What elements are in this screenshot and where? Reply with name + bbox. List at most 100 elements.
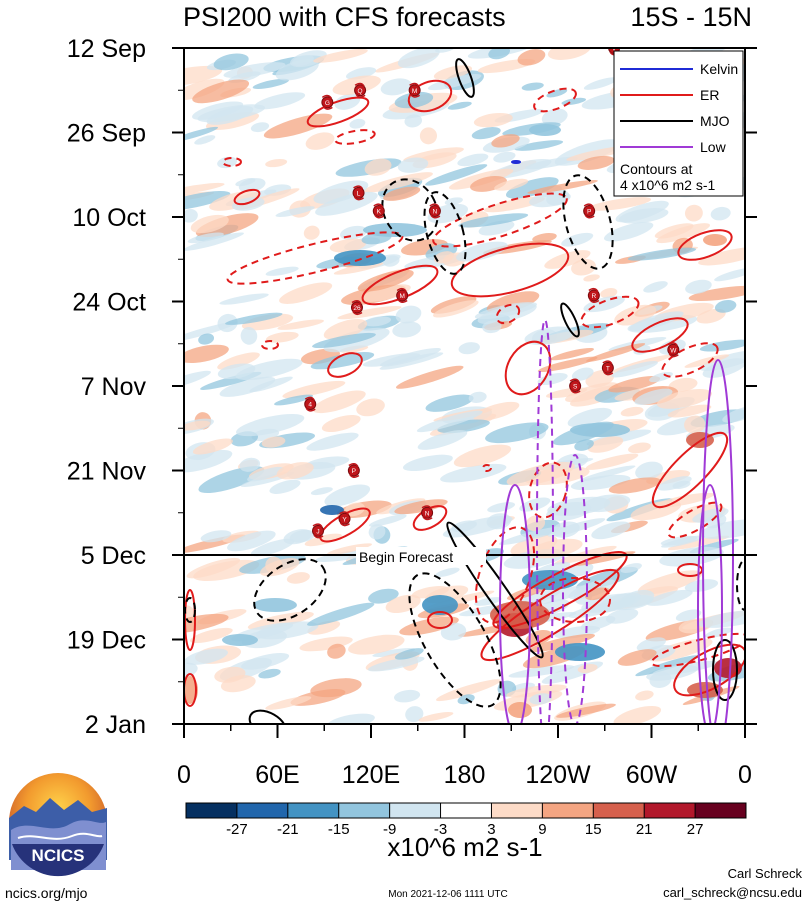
field-blob	[402, 454, 453, 472]
field-blob	[217, 363, 256, 380]
field-blob	[372, 648, 416, 658]
field-blob	[473, 112, 513, 128]
x-tick-label: 0	[177, 761, 191, 789]
storm-marker: M	[408, 82, 421, 98]
field-blob	[506, 461, 575, 487]
field-blob	[394, 689, 421, 703]
field-blob	[444, 197, 463, 206]
field-blob	[305, 132, 335, 150]
field-blob	[364, 172, 433, 193]
storm-marker: N	[421, 505, 434, 521]
x-tick-label: 60W	[626, 761, 678, 789]
field-blob	[684, 204, 703, 222]
storm-icon	[354, 84, 367, 97]
field-blob	[591, 521, 631, 540]
y-axis: 12 Sep 26 Sep 10 Oct 24 Oct 7 Nov 21 Nov 5 Dec…	[67, 35, 757, 739]
field-blob	[474, 597, 502, 606]
wave-contour	[631, 317, 689, 353]
x-tick-label: 0	[738, 761, 752, 789]
storm-icon	[428, 204, 441, 217]
field-blob	[307, 602, 375, 626]
storm-arm	[312, 523, 323, 528]
storm-icon	[396, 289, 409, 302]
y-tick-label: 2 Jan	[85, 711, 146, 739]
field-blob	[547, 48, 591, 60]
field-blob	[646, 589, 693, 606]
storm-icon	[667, 343, 680, 356]
storm-arm	[351, 300, 362, 304]
wave-contour	[677, 229, 733, 261]
wave-contour	[306, 96, 370, 128]
storm-marker: P	[347, 463, 360, 478]
field-blob	[506, 684, 567, 698]
field-blob	[411, 585, 450, 599]
storm-label: Q	[358, 88, 363, 95]
field-blob	[184, 209, 198, 223]
wave-contour	[222, 157, 242, 167]
storm-label: G	[325, 100, 330, 107]
field-blob	[425, 164, 488, 186]
field-blob	[722, 405, 745, 423]
storm-arm	[353, 196, 364, 201]
field-blob	[519, 497, 551, 512]
field-blob	[368, 524, 386, 540]
field-blob	[620, 406, 644, 417]
storm-arm	[355, 93, 366, 98]
field-blob	[312, 332, 376, 349]
field-blob	[482, 320, 502, 334]
storm-icon	[304, 398, 317, 411]
storm-marker: J	[312, 523, 325, 539]
y-tick-label: 19 Dec	[67, 627, 146, 655]
wave-contour	[482, 464, 492, 472]
wave-contour	[407, 79, 453, 113]
wave-contour	[562, 174, 614, 270]
storm-arm	[584, 214, 595, 219]
field-blob	[493, 151, 516, 163]
field-blob	[333, 262, 384, 275]
field-blob	[510, 535, 558, 557]
field-blob	[263, 113, 333, 139]
field-blob	[276, 462, 314, 480]
field-blob	[184, 613, 229, 634]
field-blob	[684, 354, 730, 368]
wave-contour	[381, 178, 439, 242]
field-blob	[525, 156, 578, 170]
field-blob	[399, 616, 459, 636]
field-blob	[184, 321, 238, 342]
field-blob	[198, 333, 215, 345]
field-core	[529, 124, 561, 136]
y-tick-label: 7 Nov	[81, 373, 147, 401]
x-tick-label: 120E	[342, 761, 400, 789]
wave-contour	[562, 454, 588, 724]
field-blob	[184, 78, 225, 101]
storm-label: 4	[308, 402, 312, 409]
field-blob	[600, 287, 618, 299]
field-blob	[468, 391, 487, 403]
field-blob	[392, 321, 421, 338]
field-blob	[546, 502, 592, 521]
storm-marker: 26	[350, 300, 363, 316]
field-core	[253, 598, 297, 612]
storm-icon	[408, 84, 421, 97]
field-core	[422, 595, 458, 615]
storm-arm	[569, 378, 580, 383]
field-blob	[672, 480, 691, 489]
field-blob	[634, 388, 673, 405]
storm-arm	[668, 353, 679, 358]
colorbar-swatch	[695, 803, 747, 818]
field-blob	[652, 661, 719, 676]
storm-arm	[353, 185, 364, 190]
field-blob	[710, 206, 731, 221]
y-tick-label: 21 Nov	[67, 458, 147, 486]
storm-marker: L	[352, 185, 365, 201]
field-blob	[585, 453, 639, 470]
field-blob	[603, 221, 654, 242]
legend-label: MJO	[700, 113, 730, 129]
storm-arm	[349, 474, 360, 478]
wave-contour	[533, 87, 577, 113]
field-blob	[235, 358, 303, 381]
field-blob	[362, 353, 421, 367]
field-blob	[471, 127, 501, 140]
storm-marker: P	[583, 203, 596, 219]
field-blob	[714, 267, 745, 282]
